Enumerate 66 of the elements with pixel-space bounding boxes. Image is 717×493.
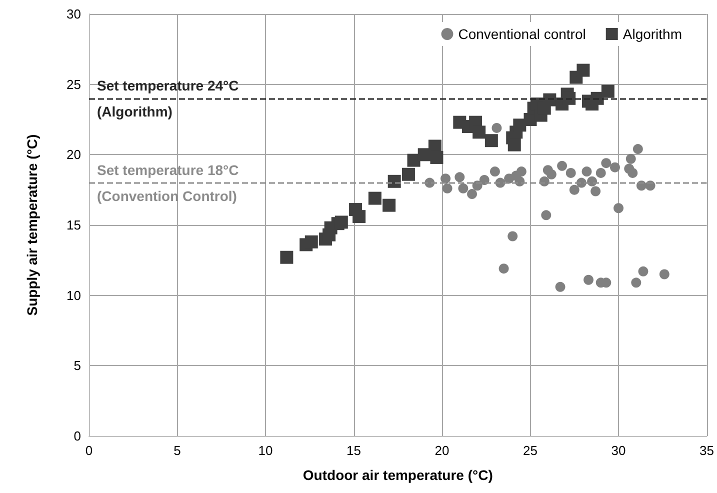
point [576,64,590,77]
point [513,118,526,132]
point [516,166,526,177]
point [304,235,318,248]
point [626,154,636,164]
point [557,160,568,171]
point [492,122,502,133]
point [632,144,643,154]
point [601,158,612,168]
point [430,150,444,164]
point [543,93,556,106]
point [467,189,478,200]
point [508,138,521,152]
y-tick-label: 15 [66,218,81,232]
x-tick-label: 0 [85,443,93,458]
point [590,186,601,196]
point [472,126,486,139]
y-tick-label: 25 [66,76,81,92]
x-tick-label: 30 [611,443,626,458]
y-tick-label: 20 [66,147,81,162]
y-axis-title: Supply air temperature (°C) [24,134,40,316]
point [352,210,366,224]
point [541,210,552,220]
x-tick-label: 35 [700,443,714,458]
point [498,264,509,274]
point [484,134,498,148]
y-tick-label: 10 [66,288,81,303]
x-tick-label: 10 [258,443,273,458]
y-tick-label: 30 [66,6,81,22]
x-tick-label: 25 [523,443,538,458]
point [638,266,648,276]
point [584,274,594,285]
point [402,168,415,181]
point [546,169,556,180]
point [659,269,670,280]
point [479,174,490,185]
y-tick-label: 0 [74,428,81,444]
y-tick-label: 5 [74,358,81,374]
point [596,168,606,178]
point [368,192,382,205]
ref-line-label: Set temperature 24°C (Algorithm) [97,77,239,120]
point [569,184,580,195]
legend-label: Algorithm [622,26,682,42]
point [566,168,576,178]
x-tick-label: 5 [174,443,181,458]
x-tick-label: 20 [434,443,450,458]
point [508,231,518,242]
point [458,183,468,194]
point [582,166,592,177]
point [442,183,452,194]
point [601,84,614,98]
point [334,216,348,229]
point [280,250,294,264]
point [382,198,396,212]
x-tick-label: 15 [346,443,361,458]
point [614,203,624,214]
point [490,166,500,177]
point [454,172,465,182]
point [610,162,620,172]
point [628,168,638,178]
point [555,282,566,292]
point [440,174,451,184]
point [388,174,401,188]
point [631,278,642,288]
legend-label: Conventional control [458,26,586,42]
x-axis-title: Outdoor air temperature (°C) [302,467,493,483]
